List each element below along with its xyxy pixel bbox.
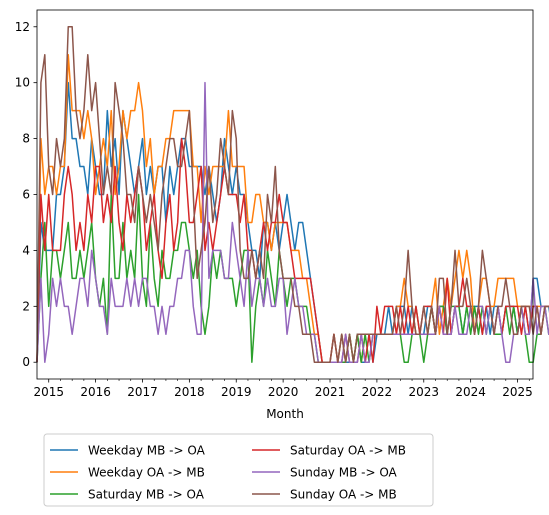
y-tick-label: 8 <box>22 132 30 146</box>
x-tick-label: 2018 <box>174 385 205 399</box>
x-tick-label: 2024 <box>455 385 486 399</box>
y-tick-label: 6 <box>22 188 30 202</box>
x-tick-label: 2019 <box>221 385 252 399</box>
series-line-1 <box>36 53 549 363</box>
legend-label-1: Weekday OA -> MB <box>88 466 205 480</box>
legend-label-5: Sunday OA -> MB <box>290 488 397 502</box>
x-tick-label: 2023 <box>408 385 439 399</box>
y-tick-label: 0 <box>22 355 30 369</box>
x-tick-label: 2022 <box>362 385 393 399</box>
x-tick-label: 2016 <box>80 385 111 399</box>
legend-label-0: Weekday MB -> OA <box>88 444 206 458</box>
y-tick-label: 12 <box>15 20 30 34</box>
x-tick-label: 2015 <box>33 385 64 399</box>
x-tick-label: 2025 <box>502 385 533 399</box>
series-lines <box>36 26 549 363</box>
legend-label-4: Sunday MB -> OA <box>290 466 398 480</box>
series-line-5 <box>36 26 549 363</box>
x-tick-label: 2020 <box>268 385 299 399</box>
y-axis: 0 2 4 6 8 10 12 <box>15 20 37 369</box>
legend-label-3: Saturday OA -> MB <box>290 444 406 458</box>
legend-label-2: Saturday MB -> OA <box>88 488 205 502</box>
x-axis: 2015 2016 2017 2018 2019 2020 2021 2022 2023 2024… <box>33 379 533 399</box>
x-tick-label: 2017 <box>127 385 158 399</box>
legend: Weekday MB -> OA Weekday OA -> MB Saturday… <box>43 433 434 507</box>
y-tick-label: 2 <box>22 299 30 313</box>
x-tick-label: 2021 <box>315 385 346 399</box>
y-tick-label: 4 <box>22 243 30 257</box>
legend-box <box>43 433 434 507</box>
x-axis-label: Month <box>266 407 304 421</box>
y-tick-label: 10 <box>15 76 30 90</box>
